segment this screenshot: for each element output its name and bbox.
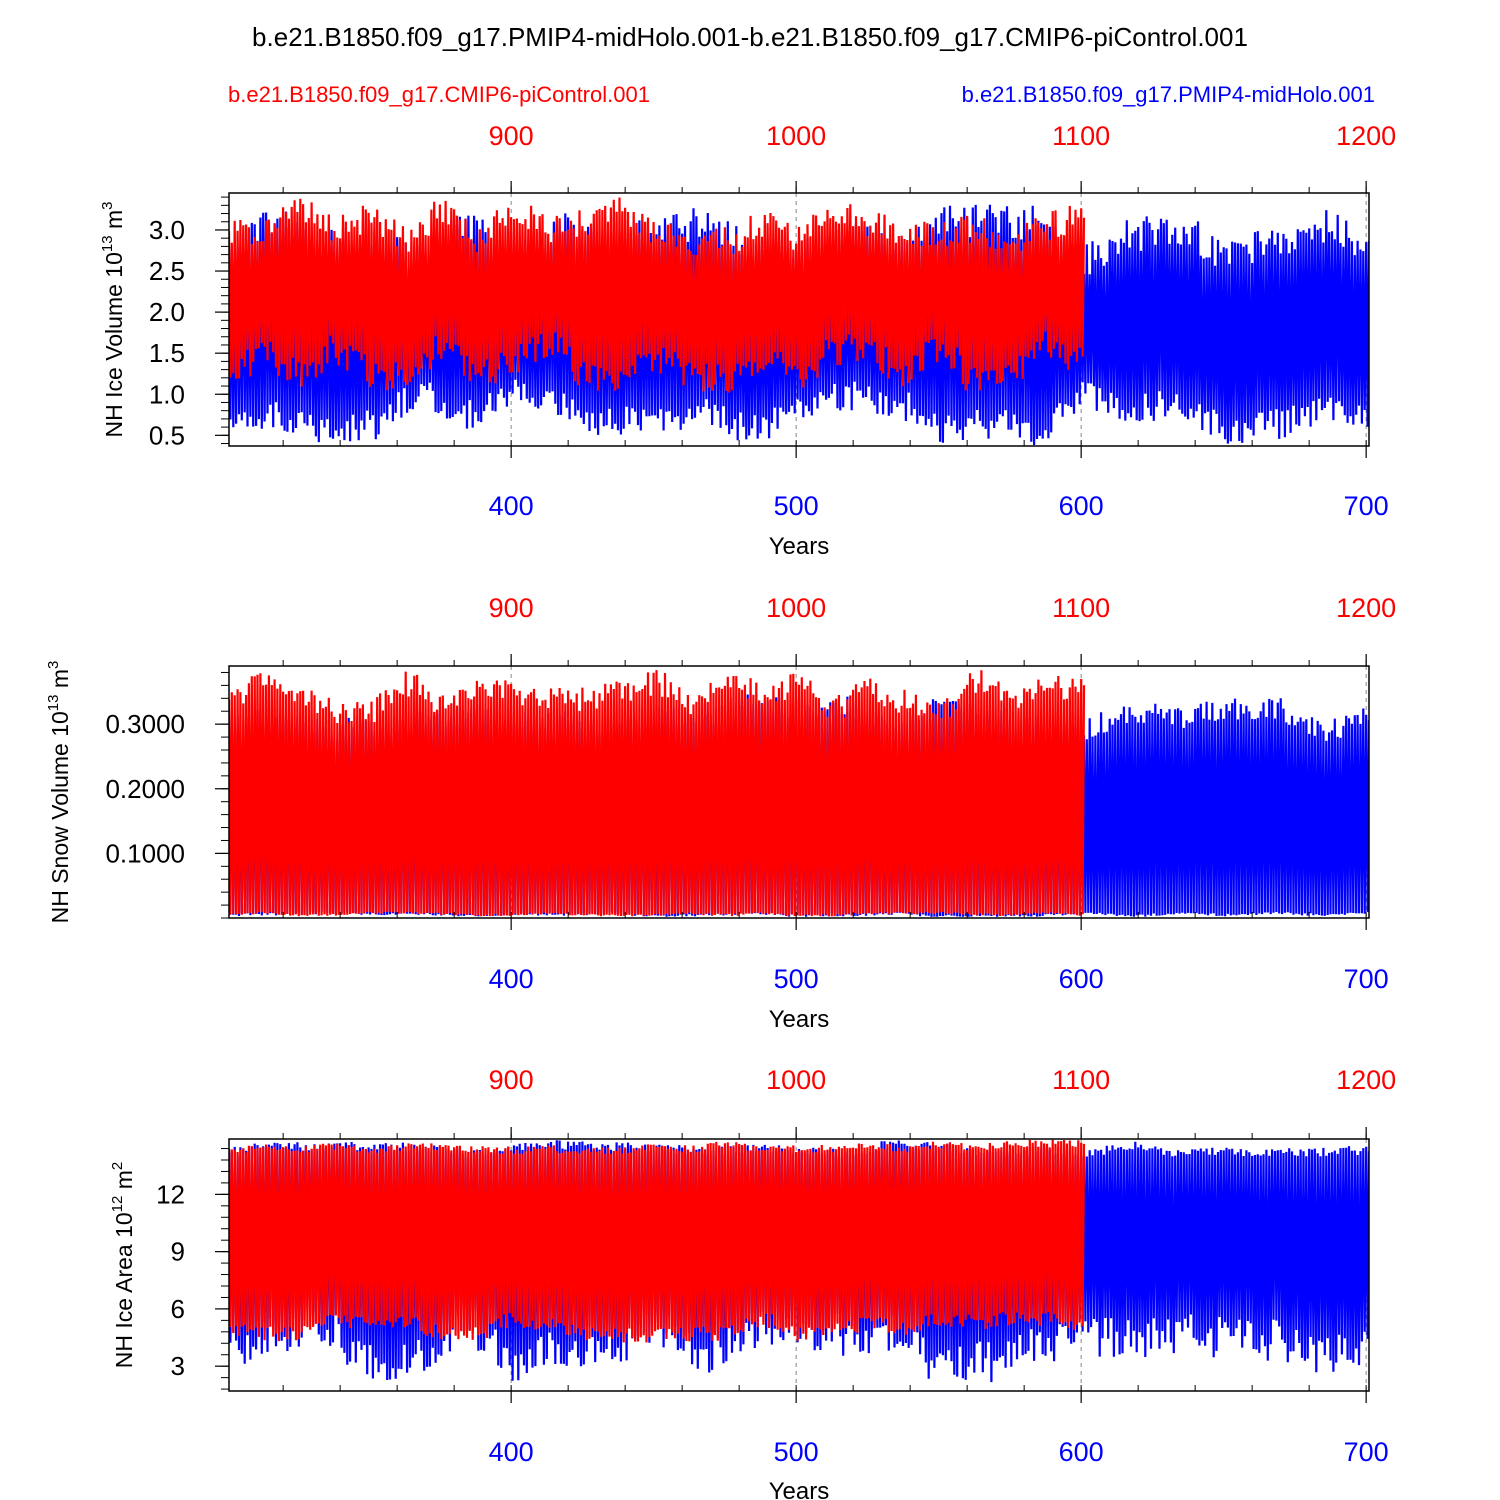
x-tick-label-bottom: 600 bbox=[1059, 1437, 1104, 1467]
x-tick-label-top: 1200 bbox=[1336, 593, 1396, 623]
x-tick-label-top: 1200 bbox=[1336, 121, 1396, 151]
figure-title: b.e21.B1850.f09_g17.PMIP4-midHolo.001-b.… bbox=[252, 22, 1248, 52]
panels: 400 500 600 700 900 1000 1100 1200 0.5 1.0 1.5 2.0 2… bbox=[45, 121, 1396, 1500]
y-axis-label-unit: m bbox=[47, 669, 73, 695]
x-tick-label-top: 1100 bbox=[1052, 121, 1110, 151]
x-tick-label-top: 1000 bbox=[766, 121, 826, 151]
x-tick-label-top: 1100 bbox=[1052, 1065, 1110, 1095]
y-tick-label: 9 bbox=[171, 1237, 185, 1267]
y-axis-label-unit: m bbox=[101, 210, 127, 236]
plot-frame bbox=[228, 1138, 1370, 1392]
y-tick-label: 3 bbox=[171, 1351, 185, 1381]
legend-control-label: b.e21.B1850.f09_g17.CMIP6-piControl.001 bbox=[228, 82, 650, 107]
chart-panel-1: 400 500 600 700 900 1000 1100 1200 0.5 1.0 1.5 2.0 2… bbox=[99, 121, 1396, 560]
y-tick-label: 3.0 bbox=[149, 215, 185, 245]
y-axis-label-text: NH Ice Area 10 bbox=[111, 1212, 137, 1368]
x-tick-label-top: 900 bbox=[489, 121, 534, 151]
plot-frame bbox=[228, 192, 1370, 447]
x-tick-label-top: 1000 bbox=[766, 1065, 826, 1095]
x-tick-label-bottom: 400 bbox=[489, 964, 534, 994]
x-tick-label-bottom: 600 bbox=[1059, 964, 1104, 994]
y-axis-label-exp: 13 bbox=[45, 694, 62, 711]
series-control-line bbox=[229, 197, 1086, 393]
y-axis-label: NH Ice Area 1012 m2 bbox=[109, 1162, 137, 1369]
series-control-line bbox=[229, 670, 1086, 917]
x-tick-label-top: 1200 bbox=[1336, 1065, 1396, 1095]
x-tick-label-bottom: 500 bbox=[774, 964, 819, 994]
y-axis-label-unit: m bbox=[111, 1170, 137, 1196]
y-axis-label-exp: 13 bbox=[99, 235, 116, 252]
y-tick-label: 0.2000 bbox=[105, 774, 185, 804]
x-tick-label-bottom: 600 bbox=[1059, 491, 1104, 521]
y-axis-label-text: NH Ice Volume 10 bbox=[101, 252, 127, 437]
series-control-line bbox=[229, 1139, 1086, 1343]
x-tick-label-top: 1000 bbox=[766, 593, 826, 623]
y-tick-label: 12 bbox=[156, 1179, 185, 1209]
y-axis-label-exp: 12 bbox=[109, 1196, 126, 1213]
y-tick-label: 1.5 bbox=[149, 338, 185, 368]
x-tick-label-bottom: 700 bbox=[1344, 1437, 1389, 1467]
x-axis-label: Years bbox=[769, 1478, 830, 1500]
y-tick-label: 1.0 bbox=[149, 379, 185, 409]
x-tick-label-bottom: 400 bbox=[489, 491, 534, 521]
y-axis-label-unit-exp: 2 bbox=[109, 1162, 126, 1170]
y-tick-label: 0.1000 bbox=[105, 838, 185, 868]
y-axis-label: NH Snow Volume 1013 m3 bbox=[45, 661, 73, 924]
y-tick-label: 2.0 bbox=[149, 297, 185, 327]
plot-frame bbox=[228, 665, 1370, 919]
series-group bbox=[229, 1139, 1369, 1383]
y-axis-label-text: NH Snow Volume 10 bbox=[47, 711, 73, 923]
x-axis-label: Years bbox=[769, 533, 830, 560]
series-group bbox=[229, 197, 1369, 446]
chart-panel-2: 400 500 600 700 900 1000 1100 1200 0.1000 0.2000 0… bbox=[45, 593, 1396, 1033]
y-axis-label: NH Ice Volume 1013 m3 bbox=[99, 202, 127, 438]
x-tick-label-bottom: 700 bbox=[1344, 964, 1389, 994]
y-tick-label: 6 bbox=[171, 1294, 185, 1324]
legend-midholo-label: b.e21.B1850.f09_g17.PMIP4-midHolo.001 bbox=[962, 82, 1375, 107]
x-tick-label-top: 900 bbox=[489, 1065, 534, 1095]
y-tick-label: 2.5 bbox=[149, 256, 185, 286]
y-axis-label-unit-exp: 3 bbox=[45, 661, 62, 669]
chart-panel-3: 400 500 600 700 900 1000 1100 1200 3 6 9 12 Years NH … bbox=[109, 1065, 1396, 1500]
x-tick-label-bottom: 400 bbox=[489, 1437, 534, 1467]
y-axis-label-unit-exp: 3 bbox=[99, 202, 116, 210]
x-axis-label: Years bbox=[769, 1006, 830, 1033]
x-tick-label-top: 1100 bbox=[1052, 593, 1110, 623]
x-tick-label-bottom: 700 bbox=[1344, 491, 1389, 521]
x-tick-label-bottom: 500 bbox=[774, 1437, 819, 1467]
x-tick-label-top: 900 bbox=[489, 593, 534, 623]
y-tick-label: 0.5 bbox=[149, 420, 185, 450]
series-group bbox=[229, 670, 1369, 917]
x-tick-label-bottom: 500 bbox=[774, 491, 819, 521]
y-tick-label: 0.3000 bbox=[105, 709, 185, 739]
